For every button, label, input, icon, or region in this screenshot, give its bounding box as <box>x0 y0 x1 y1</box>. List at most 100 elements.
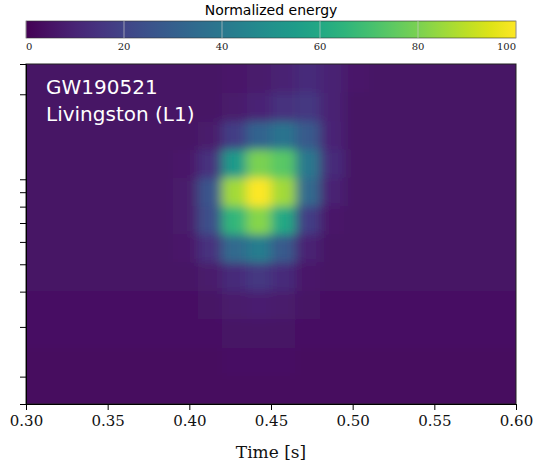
heatmap-cell <box>198 121 223 150</box>
heatmap-cell <box>320 262 345 291</box>
heatmap-cell <box>418 177 443 206</box>
y-tick <box>20 242 26 243</box>
heatmap-cell <box>492 291 517 320</box>
heatmap-cell <box>51 319 76 348</box>
heatmap-cell <box>394 64 419 93</box>
heatmap-cell <box>467 234 492 263</box>
x-tick-label: 0.55 <box>418 412 451 430</box>
heatmap-cell <box>345 206 370 235</box>
heatmap-cell <box>271 234 296 263</box>
y-axis-line <box>20 65 27 405</box>
heatmap-cell <box>26 149 51 178</box>
heatmap-cell <box>149 347 174 376</box>
colorbar-title: Normalized energy <box>205 2 338 18</box>
annotation: Livingston (L1) <box>46 102 194 126</box>
heatmap-cell <box>26 206 51 235</box>
heatmap-cell <box>198 149 223 178</box>
heatmap-cell <box>418 206 443 235</box>
plot-frame <box>26 64 516 404</box>
heatmap-cell <box>149 234 174 263</box>
heatmap-cell <box>173 64 198 93</box>
heatmap-cell <box>247 319 272 348</box>
heatmap-cell <box>222 376 247 404</box>
colorbar-tick-label: 60 <box>314 41 327 52</box>
heatmap-cell <box>467 347 492 376</box>
heatmap-cell <box>173 376 198 404</box>
heatmap-cell <box>149 319 174 348</box>
heatmap-cell <box>369 149 394 178</box>
heatmap-cell <box>296 206 321 235</box>
heatmap-cell <box>443 177 468 206</box>
y-tick <box>20 377 26 378</box>
colorbar <box>26 21 516 38</box>
heatmap-cell <box>247 347 272 376</box>
heatmap-cell <box>492 206 517 235</box>
x-tick: 0.50 <box>336 404 369 430</box>
heatmap-cell <box>320 376 345 404</box>
heatmap-cell <box>467 121 492 150</box>
heatmap-cell <box>173 149 198 178</box>
heatmap-cell <box>394 177 419 206</box>
heatmap-cell <box>51 234 76 263</box>
x-tick-mark <box>108 404 109 410</box>
heatmap-cell <box>345 234 370 263</box>
y-tick <box>20 179 26 180</box>
x-tick-label: 0.60 <box>500 412 533 430</box>
heatmap-cell <box>51 291 76 320</box>
heatmap-cell <box>247 177 272 206</box>
heatmap-cell <box>198 319 223 348</box>
heatmap-cell <box>467 206 492 235</box>
heatmap-cell <box>345 376 370 404</box>
heatmap-cell <box>296 64 321 93</box>
heatmap-cell <box>418 376 443 404</box>
heatmap-cell <box>198 206 223 235</box>
heatmap-cell <box>443 262 468 291</box>
heatmap-cell <box>124 291 149 320</box>
colorbar-tick-label: 80 <box>412 41 425 52</box>
heatmap-cell <box>418 347 443 376</box>
x-axis-line <box>27 405 517 411</box>
x-axis: 0.300.350.400.450.500.550.60 <box>10 404 533 430</box>
heatmap-cells <box>26 64 516 404</box>
heatmap-cell <box>467 376 492 404</box>
heatmap-cell <box>271 376 296 404</box>
x-tick: 0.40 <box>173 404 206 430</box>
heatmap-cell <box>124 262 149 291</box>
heatmap-cell <box>173 262 198 291</box>
y-tick-mark <box>20 179 26 180</box>
heatmap-cell <box>467 319 492 348</box>
heatmap-cell <box>173 234 198 263</box>
heatmap-cell <box>51 262 76 291</box>
heatmap-cell <box>320 149 345 178</box>
heatmap-cell <box>369 234 394 263</box>
colorbar-grid-line <box>222 21 223 38</box>
heatmap-cell <box>492 177 517 206</box>
x-tick: 0.60 <box>500 404 533 430</box>
heatmap-cell <box>320 121 345 150</box>
heatmap-cell <box>467 262 492 291</box>
heatmap-cell <box>124 347 149 376</box>
heatmap-cell <box>369 376 394 404</box>
heatmap-cell <box>198 347 223 376</box>
y-tick <box>20 207 26 208</box>
heatmap-cell <box>271 206 296 235</box>
heatmap-cell <box>75 177 100 206</box>
heatmap-cell <box>394 319 419 348</box>
colorbar-ticks: 020406080100 <box>26 21 516 52</box>
y-tick <box>20 264 26 265</box>
heatmap-cell <box>394 121 419 150</box>
heatmap-cell <box>443 291 468 320</box>
heatmap-cell <box>443 319 468 348</box>
heatmap-cell <box>320 177 345 206</box>
heatmap-cell <box>271 92 296 121</box>
heatmap-cell <box>124 234 149 263</box>
heatmap-cell <box>26 234 51 263</box>
y-tick-mark <box>20 207 26 208</box>
heatmap-cell <box>492 234 517 263</box>
heatmap-cell <box>173 347 198 376</box>
heatmap-cell <box>320 64 345 93</box>
heatmap-cell <box>394 92 419 121</box>
chart: Normalized energy0204060801000.300.350.4… <box>0 0 543 475</box>
x-tick: 0.30 <box>10 404 43 430</box>
heatmap-cell <box>173 319 198 348</box>
